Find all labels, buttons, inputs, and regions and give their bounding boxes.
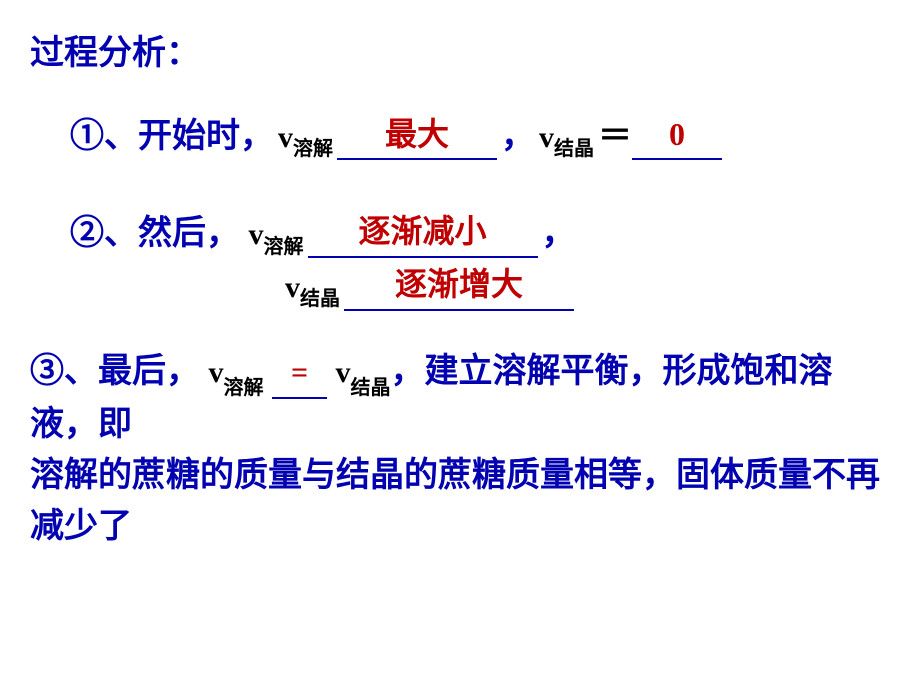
step-2-bullet: ②、然后，	[70, 215, 249, 252]
blank-1-b: 0	[632, 114, 722, 161]
answer-1-b: 0	[669, 116, 685, 152]
sub-crystal-1: 结晶	[554, 138, 594, 160]
step-1-bullet: ①、开始时，	[70, 118, 274, 155]
blank-2-a: 逐渐减小	[308, 211, 538, 258]
var-v-crystal-1: v	[539, 121, 554, 154]
step-2: ②、然后， v溶解 逐渐减小 ，	[70, 210, 900, 258]
step-2-cont: v结晶 逐渐增大	[285, 264, 900, 311]
sub-dissolve-1: 溶解	[293, 138, 333, 160]
sub-dissolve-3: 溶解	[224, 377, 264, 399]
sub-dissolve-2: 溶解	[264, 236, 304, 258]
step-1: ①、开始时， v溶解 最大 ， v结晶 ＝0	[70, 113, 900, 161]
heading-text: 过程分析：	[30, 35, 200, 72]
step-3-bullet: ③、最后，	[30, 353, 209, 390]
blank-2-b: 逐渐增大	[344, 264, 574, 311]
sub-crystal-2: 结晶	[300, 288, 340, 310]
var-v-crystal-2: v	[285, 271, 300, 304]
var-v-dissolve-3: v	[209, 356, 224, 389]
sub-crystal-3: 结晶	[351, 377, 391, 399]
comma-1: ，	[501, 118, 535, 155]
answer-2-a: 逐渐减小	[358, 213, 486, 249]
blank-1-a: 最大	[337, 114, 497, 161]
var-v-dissolve-1: v	[278, 121, 293, 154]
answer-2-b: 逐渐增大	[395, 266, 523, 302]
blank-3-mid: =	[272, 346, 327, 399]
var-v-dissolve-2: v	[249, 218, 264, 251]
slide-content: 过程分析： ①、开始时， v溶解 最大 ， v结晶 ＝0 ②、然后， v溶解 逐…	[20, 30, 900, 552]
answer-1-a: 最大	[385, 116, 449, 152]
step-3-tail2: 溶解的蔗糖的质量与结晶的蔗糖质量相等，固体质量不再减少了	[30, 457, 880, 545]
heading-process-analysis: 过程分析：	[30, 30, 900, 78]
equals-1: ＝	[598, 118, 632, 155]
var-v-crystal-3: v	[336, 356, 351, 389]
step-3: ③、最后， v溶解 = v结晶，建立溶解平衡，形成饱和溶液，即 溶解的蔗糖的质量…	[30, 346, 900, 552]
comma-2: ，	[542, 215, 576, 252]
answer-3-mid: =	[291, 356, 308, 389]
